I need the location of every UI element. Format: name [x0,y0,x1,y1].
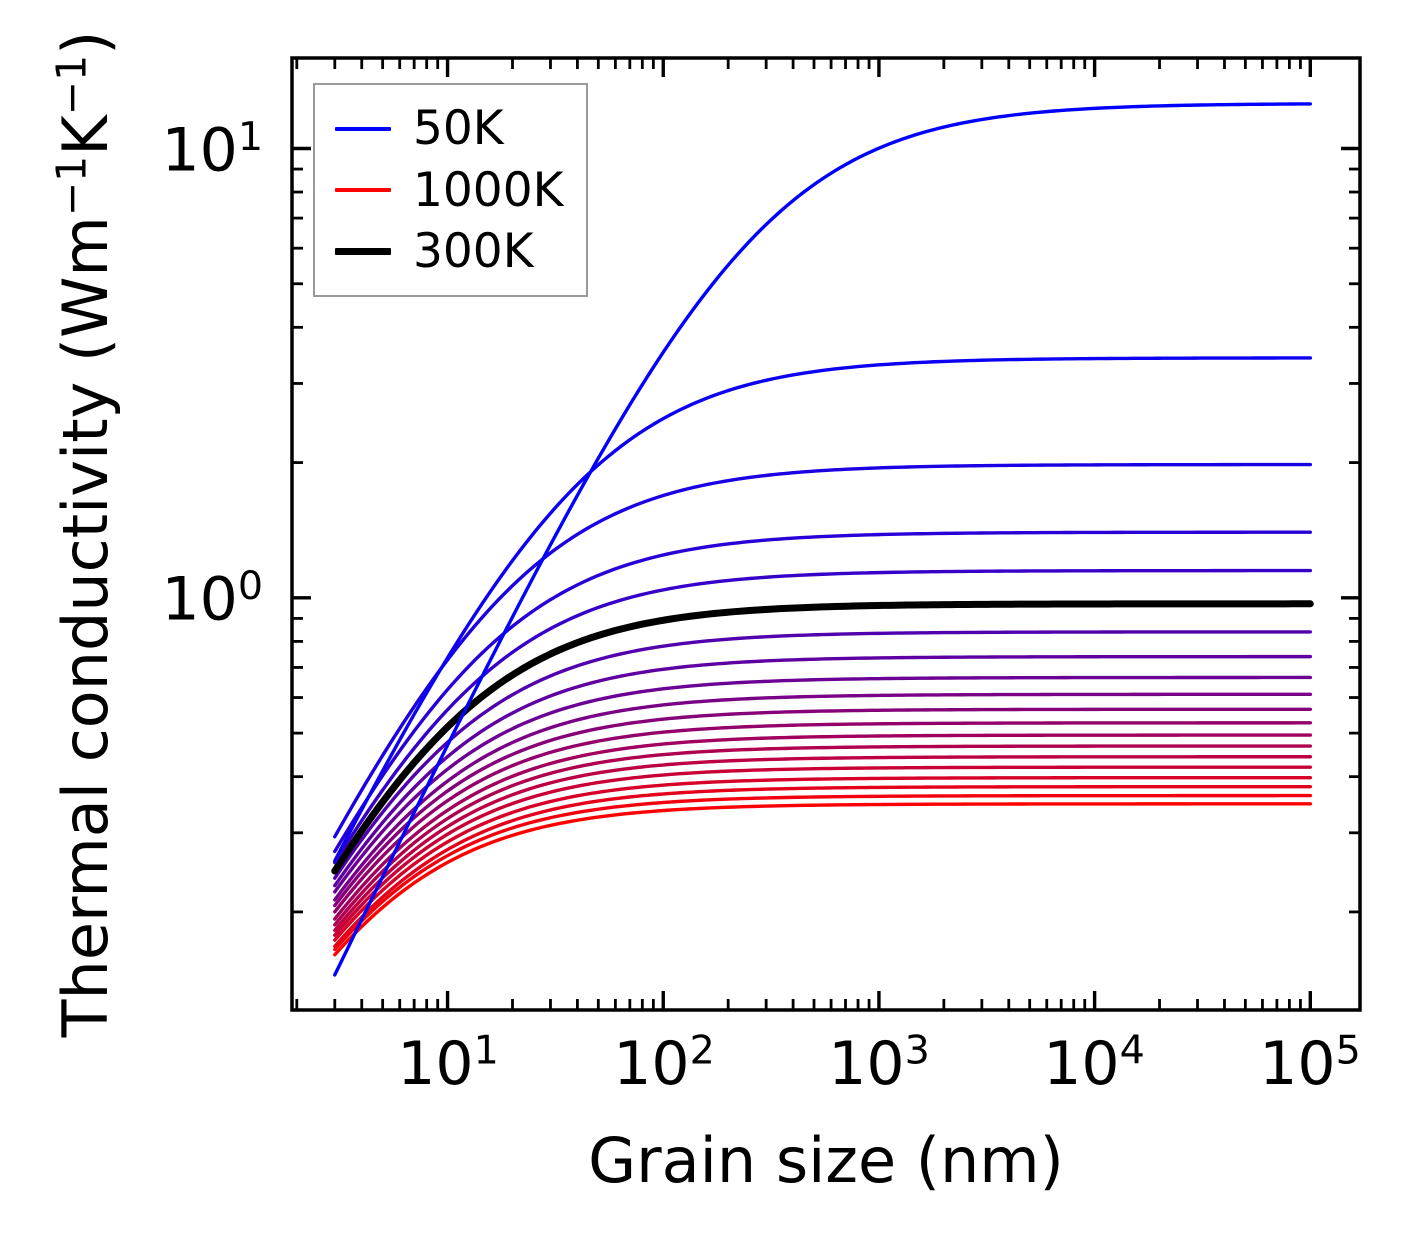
x-tick-label-10e2: 102 [613,1027,715,1099]
x-tick-label-10e1: 101 [397,1027,499,1099]
curve-450K [333,675,1312,894]
legend-line-300k [335,247,391,255]
curve-500K [333,692,1312,902]
legend-entry-300k: 300K [335,228,586,275]
curve-250K [333,568,1312,865]
y-tick-label-10e1: 101 [161,113,263,186]
x-tick-label-10e4: 104 [1043,1027,1145,1099]
curve-800K [333,765,1312,937]
curve-300K [331,600,1314,875]
curve-150K [333,462,1312,839]
legend-entry-1000k: 1000K [335,167,586,214]
y-axis-label: Thermal conductivity (Wm−1K−1) [47,30,122,1038]
curve-400K [333,654,1312,888]
legend-label-300k: 300K [413,223,534,279]
curve-350K [333,630,1312,880]
curve-850K [333,775,1312,942]
curve-50K [333,102,1312,977]
x-tick-label-10e3: 103 [828,1027,930,1099]
curve-750K [333,755,1312,932]
legend-entry-50k: 50K [335,105,586,152]
legend-label-1000k: 1000K [413,162,564,218]
axis-frame [290,56,1362,1012]
curve-600K [333,721,1312,914]
x-tick-label-10e5: 105 [1259,1027,1361,1099]
curve-1000K [333,802,1312,957]
legend-line-1000k [335,188,391,192]
legend-label-50k: 50K [413,101,504,157]
curve-900K [333,784,1312,949]
y-tick-label-10e0: 100 [161,562,263,635]
curve-700K [333,744,1312,927]
legend-line-50k [335,126,391,131]
curve-650K [333,733,1312,921]
curve-200K [333,530,1312,854]
legend: 50K 1000K 300K [313,83,588,297]
curve-550K [333,707,1312,908]
x-axis-label: Grain size (nm) [588,1124,1064,1197]
curve-950K [333,793,1312,952]
curve-100K [333,356,1312,863]
